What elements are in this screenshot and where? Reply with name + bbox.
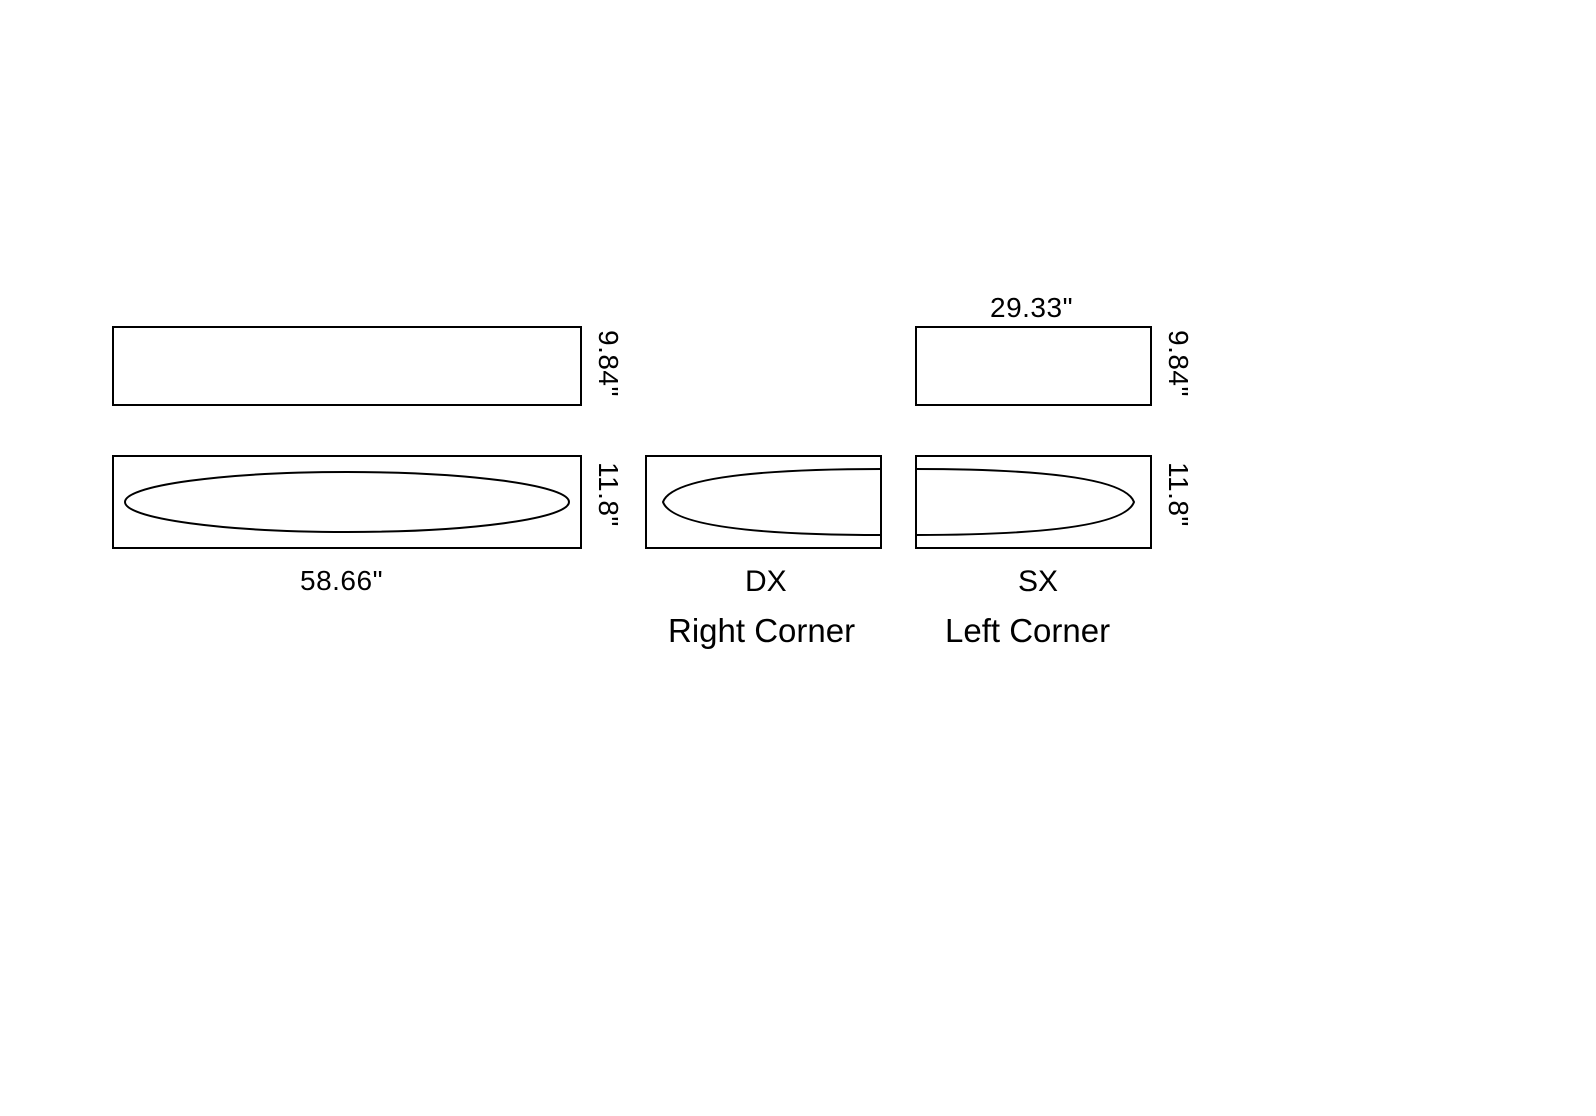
left-corner-top-rect bbox=[915, 326, 1152, 406]
main-width-label: 58.66" bbox=[300, 565, 383, 597]
main-ellipse-shape bbox=[112, 455, 582, 549]
left-corner-label: Left Corner bbox=[945, 612, 1110, 650]
right-corner-label: Right Corner bbox=[668, 612, 855, 650]
left-corner-code: SX bbox=[1018, 565, 1058, 599]
main-top-rect bbox=[112, 326, 582, 406]
left-corner-shape bbox=[915, 455, 1152, 549]
right-corner-code: DX bbox=[745, 565, 787, 599]
diagram-stage: 9.84" 11.8" 58.66" DX Right Corner 29.33… bbox=[0, 0, 1596, 1116]
left-corner-width-label: 29.33" bbox=[990, 292, 1073, 324]
main-height-bottom: 11.8" bbox=[592, 462, 624, 527]
main-height-top: 9.84" bbox=[592, 330, 624, 397]
left-corner-height-top: 9.84" bbox=[1162, 330, 1194, 397]
left-corner-height-bottom: 11.8" bbox=[1162, 462, 1194, 527]
right-corner-shape bbox=[645, 455, 882, 549]
